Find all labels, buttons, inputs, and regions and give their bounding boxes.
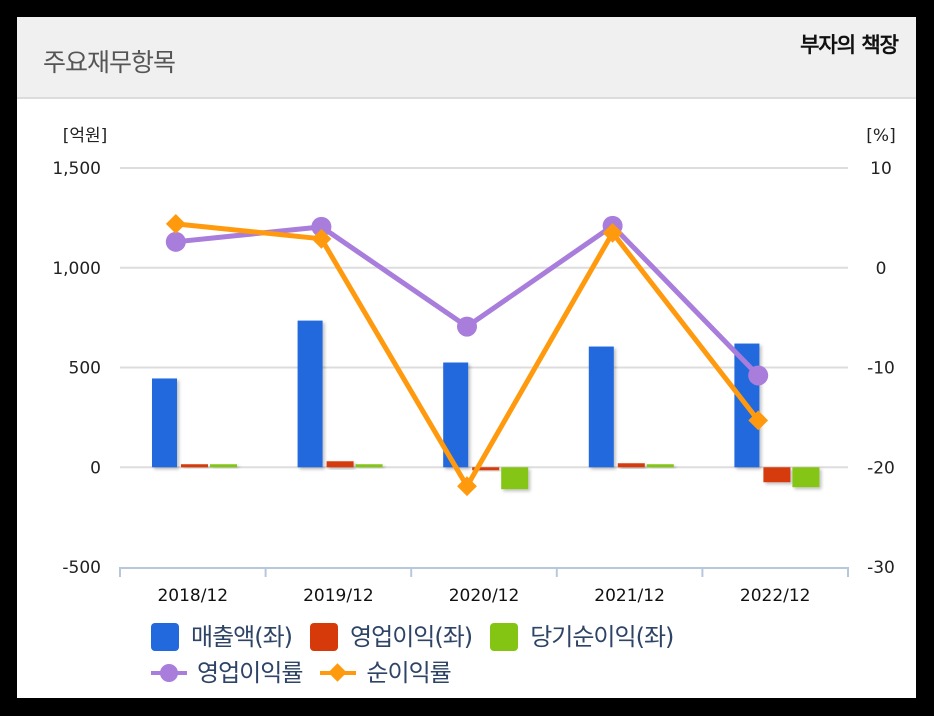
left-axis-tick: 0	[90, 458, 101, 478]
bar[interactable]	[501, 467, 529, 490]
x-axis-label: 2022/12	[740, 586, 811, 606]
x-axis-label: 2020/12	[449, 586, 520, 606]
circle-marker-icon	[151, 659, 187, 687]
bar[interactable]	[617, 463, 645, 468]
bar[interactable]	[472, 467, 500, 471]
panel-title: 주요재무항목	[43, 48, 176, 77]
diamond-marker[interactable]	[748, 410, 769, 431]
right-axis-tick: -10	[867, 359, 895, 379]
line-series	[175, 223, 760, 378]
right-axis-tick: -20	[867, 458, 895, 478]
x-axis-label: 2019/12	[303, 586, 374, 606]
chart-legend: 매출액(좌) 영업이익(좌) 당기순이익(좌) 영업이익률	[151, 619, 851, 691]
right-axis-unit: [%]	[866, 126, 895, 146]
bar[interactable]	[588, 346, 614, 468]
circle-marker[interactable]	[748, 365, 769, 386]
left-axis-tick: 1,000	[52, 259, 101, 279]
circle-marker[interactable]	[165, 231, 186, 252]
diamond-marker[interactable]	[165, 213, 186, 234]
revenue-swatch-icon	[151, 623, 179, 651]
combo-chart: 1,500 1,000 500 0 -500 10 0 -10 -20 -30 [억원] [%] 201…	[52, 126, 895, 606]
right-axis-tick: 0	[876, 259, 887, 279]
diamond-marker[interactable]	[311, 228, 332, 249]
x-axis-label: 2018/12	[157, 586, 228, 606]
x-axis-label: 2021/12	[594, 586, 665, 606]
net-income-swatch-icon	[490, 623, 519, 651]
left-axis-tick: -500	[62, 558, 101, 578]
circle-marker[interactable]	[457, 316, 477, 337]
legend-item-revenue[interactable]: 매출액(좌)	[151, 619, 293, 655]
legend-item-net-income[interactable]: 당기순이익(좌)	[490, 619, 674, 655]
panel-header: 주요재무항목 부자의 책장	[17, 17, 916, 99]
diamond-marker[interactable]	[457, 476, 477, 497]
bar[interactable]	[763, 467, 791, 483]
bar[interactable]	[181, 464, 208, 468]
left-axis-tick: 500	[69, 359, 101, 379]
bar[interactable]	[792, 467, 820, 488]
bar[interactable]	[152, 378, 177, 468]
left-axis-tick: 1,500	[52, 159, 101, 179]
right-axis-tick: -30	[867, 558, 895, 578]
bar[interactable]	[210, 464, 237, 468]
watermark: 부자의 책장	[800, 33, 899, 57]
operating-profit-swatch-icon	[310, 623, 339, 651]
bar[interactable]	[646, 464, 674, 468]
diamond-marker-icon	[320, 659, 357, 687]
chart-panel: 주요재무항목 부자의 책장 1,500 1,000 500 0 -500 10 0 -10 -2…	[17, 17, 916, 698]
legend-item-net-margin[interactable]: 순이익률	[320, 655, 452, 691]
bar[interactable]	[355, 464, 383, 468]
circle-marker[interactable]	[311, 216, 332, 237]
bar[interactable]	[326, 461, 354, 468]
legend-item-operating-margin[interactable]: 영업이익률	[151, 655, 303, 691]
legend-item-operating-profit[interactable]: 영업이익(좌)	[310, 619, 473, 655]
left-axis-unit: [억원]	[63, 126, 108, 146]
right-axis-tick: 10	[870, 159, 892, 179]
bar[interactable]	[297, 320, 323, 468]
